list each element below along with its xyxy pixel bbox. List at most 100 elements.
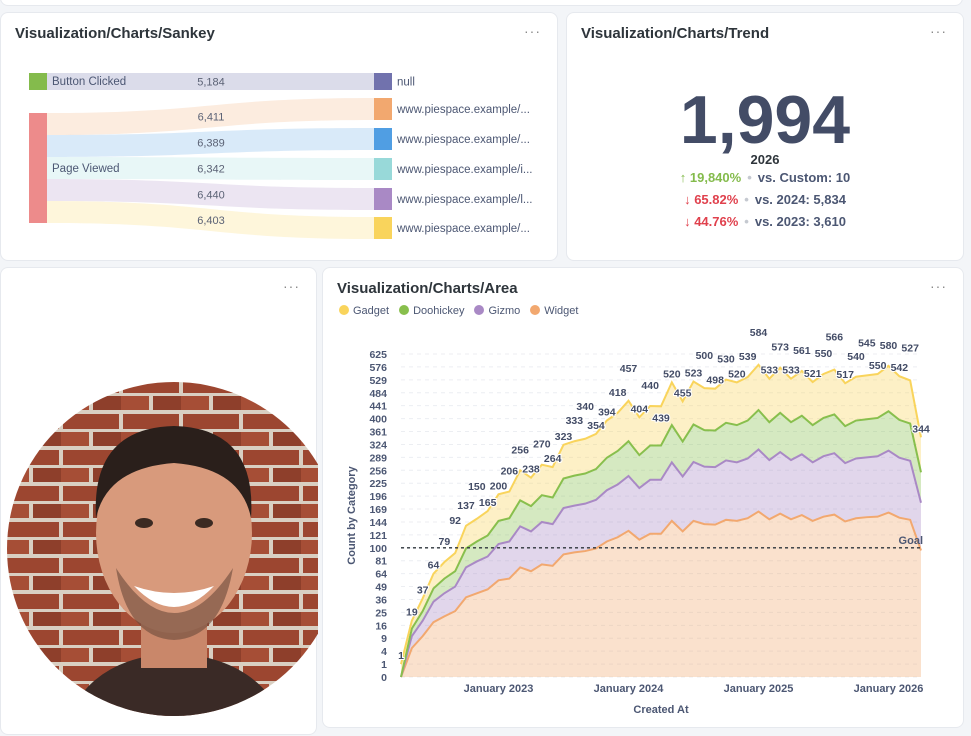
y-tick-label: 324 [369,439,387,451]
data-label: 150 [468,481,486,493]
data-label: 520 [728,368,746,380]
data-label: 333 [566,415,584,427]
sankey-target-node[interactable] [374,217,392,239]
comparison-label: vs. Custom: 10 [757,170,851,185]
y-tick-label: 289 [369,452,387,464]
separator-dot: • [747,170,752,185]
data-label: 517 [836,369,854,381]
y-tick-label: 9 [381,633,387,645]
legend-item[interactable]: Doohickey [399,305,464,317]
x-tick-label: January 2025 [724,683,794,695]
sankey-link-value: 6,342 [197,164,225,176]
area-widget[interactable] [401,511,921,677]
sankey-link-value: 5,184 [197,77,225,89]
legend-item[interactable]: Widget [530,305,578,317]
line-gadget [400,363,922,665]
trend-comparison: ↓ 44.76% • vs. 2023: 3,610 [567,214,963,229]
x-tick-label: January 2023 [464,683,534,695]
comparison-change: 44.76% [694,214,739,229]
data-label: 165 [479,497,497,509]
y-tick-label: 576 [369,362,387,374]
y-tick-label: 441 [369,401,387,413]
card-title: Visualization/Charts/Trend [581,25,770,42]
data-label: 200 [490,480,508,492]
sankey-link[interactable] [47,128,374,157]
data-label: 523 [685,368,703,380]
y-tick-label: 529 [369,375,387,387]
data-label: 584 [750,327,768,339]
sankey-source-node[interactable] [29,113,47,223]
area-gizmo[interactable] [401,449,921,677]
ellipsis-icon[interactable]: ··· [524,23,541,39]
sankey-target-node[interactable] [374,73,392,90]
area-gadget[interactable] [401,364,921,677]
legend-label: Gadget [353,305,390,317]
sankey-target-node[interactable] [374,188,392,210]
legend-label: Widget [544,305,579,317]
line-doohickey [400,408,922,678]
area-doohickey[interactable] [401,410,921,677]
y-tick-label: 196 [369,491,387,503]
y-tick-label: 1 [381,659,387,671]
sankey-source-node[interactable] [29,73,47,90]
sankey-source-label: Page Viewed [52,163,120,175]
data-label: 394 [598,407,616,419]
sankey-target-node[interactable] [374,158,392,180]
y-axis-label: Count by Category [346,465,358,564]
data-label: 530 [717,354,735,366]
data-label: 455 [674,387,692,399]
data-label: 79 [438,536,450,548]
y-tick-label: 36 [375,594,387,606]
y-tick-label: 625 [369,349,387,361]
legend-item[interactable]: Gadget [339,305,389,317]
sankey-target-label: www.piespace.example/i... [396,164,533,176]
goal-label: Goal [899,535,923,547]
arrow-down-icon: ↓ [684,192,691,207]
y-tick-label: 121 [369,530,387,542]
sankey-link[interactable] [47,98,374,135]
separator-dot: • [744,192,749,207]
data-label: 439 [652,412,670,424]
trend-value: 1,994 [679,82,851,158]
data-label: 64 [428,560,440,572]
y-tick-label: 100 [369,543,387,555]
sankey-target-node[interactable] [374,98,392,120]
photo-card: ··· [0,267,318,735]
x-tick-label: January 2026 [854,683,924,695]
sankey-link[interactable] [47,179,374,210]
ellipsis-icon[interactable]: ··· [283,278,300,294]
comparison-change: 19,840% [689,170,742,185]
sankey-link[interactable] [47,73,374,90]
legend-item[interactable]: Gizmo [474,305,520,317]
sankey-link-value: 6,440 [197,190,225,202]
data-label: 37 [417,584,429,596]
sankey-link[interactable] [47,157,374,180]
y-tick-label: 484 [369,388,387,400]
trend-period: 2026 [750,152,780,167]
data-label: 256 [511,444,529,456]
comparison-change: 65.82% [694,192,739,207]
sankey-chart: 5,184 6,411 6,389 6,342 6,440 6,403 Button Cli… [29,73,533,239]
y-tick-label: 400 [369,414,387,426]
ellipsis-icon[interactable]: ··· [930,23,947,39]
data-label: 527 [901,342,919,354]
area-card: Visualization/Charts/Area ··· Gadget Dooh… [322,267,964,728]
data-label: 542 [891,362,909,374]
legend-dot [339,305,349,315]
comparison-label: vs. 2024: 5,834 [754,192,846,207]
data-label: 1 [398,650,404,662]
y-tick-label: 64 [375,569,387,581]
area-chart: 0149162536496481100121144169196225256289… [346,326,931,716]
y-tick-label: 0 [381,672,387,684]
arrow-up-icon: ↑ [679,170,687,185]
sankey-link-value: 6,411 [198,112,225,124]
sankey-link[interactable] [47,201,374,239]
x-axis-label: Created At [633,704,689,716]
sankey-target-node[interactable] [374,128,392,150]
sankey-target-label: www.piespace.example/... [396,134,530,146]
trend-comparison: ↓ 65.82% • vs. 2024: 5,834 [567,192,963,207]
y-tick-label: 16 [375,620,387,632]
ellipsis-icon[interactable]: ··· [930,278,947,294]
data-label: 137 [457,500,475,512]
x-tick-label: January 2024 [594,683,665,695]
